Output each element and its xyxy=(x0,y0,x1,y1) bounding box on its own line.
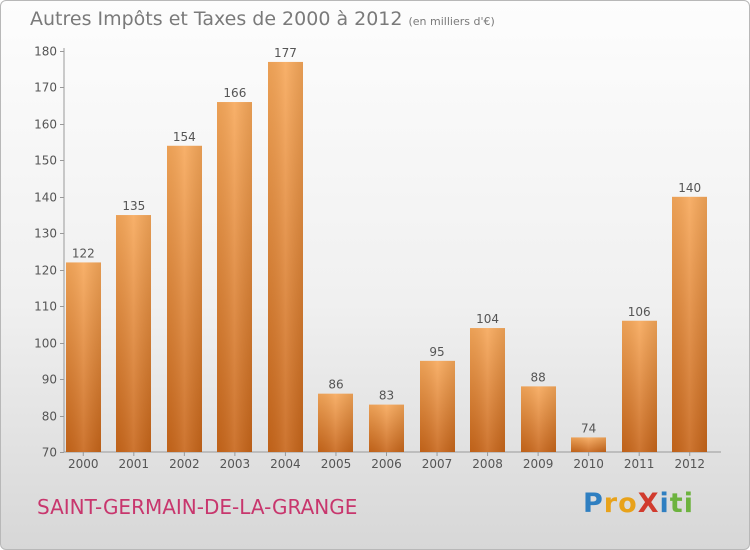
bar-shading xyxy=(217,102,252,452)
brand-logo: ProXiti xyxy=(583,488,694,519)
bar-shading xyxy=(167,145,202,453)
x-tick-label: 2012 xyxy=(674,457,705,471)
brand-letter: i xyxy=(659,488,670,519)
bar-value-label: 177 xyxy=(274,46,297,60)
x-tick-label: 2002 xyxy=(169,457,200,471)
x-tick-label: 2007 xyxy=(422,457,453,471)
bar-value-label: 104 xyxy=(476,312,499,326)
bar-shading xyxy=(470,328,505,452)
bar-value-label: 140 xyxy=(678,181,701,195)
y-tick-label: 100 xyxy=(34,337,57,351)
y-tick-label: 170 xyxy=(34,81,57,95)
x-tick-label: 2006 xyxy=(371,457,402,471)
brand-letter: X xyxy=(637,488,660,519)
y-tick-label: 70 xyxy=(42,446,57,460)
y-tick-label: 110 xyxy=(34,300,57,314)
chart-bars xyxy=(66,61,707,453)
chart-unit: (en milliers d'€) xyxy=(408,15,495,28)
bar-shading xyxy=(318,393,353,452)
bar-shading xyxy=(521,386,556,452)
brand-letter: o xyxy=(618,488,638,519)
y-tick-label: 160 xyxy=(34,118,57,132)
bar-value-label: 135 xyxy=(122,199,145,213)
brand-letter: r xyxy=(603,488,619,519)
chart-labels: 122 2000 135 2001 154 2002 166 2003 177 2004 86 200… xyxy=(68,46,705,471)
brand-letter: i xyxy=(683,488,694,519)
bar-shading xyxy=(66,262,101,452)
bar-value-label: 154 xyxy=(173,130,196,144)
x-tick-label: 2010 xyxy=(573,457,604,471)
y-tick-label: 90 xyxy=(42,373,57,387)
place-name: SAINT-GERMAIN-DE-LA-GRANGE xyxy=(37,495,358,519)
x-tick-label: 2011 xyxy=(624,457,655,471)
bar-value-label: 166 xyxy=(223,86,246,100)
brand-letter: P xyxy=(583,488,604,519)
x-tick-label: 2005 xyxy=(321,457,352,471)
y-tick-label: 180 xyxy=(34,45,57,59)
bar-shading xyxy=(116,215,151,452)
bar-shading xyxy=(420,360,455,452)
x-tick-label: 2004 xyxy=(270,457,301,471)
x-tick-label: 2000 xyxy=(68,457,99,471)
bar-shading xyxy=(622,320,657,452)
bar-shading xyxy=(571,437,606,452)
x-tick-label: 2003 xyxy=(220,457,251,471)
bar-shading xyxy=(369,404,404,452)
y-tick-label: 150 xyxy=(34,154,57,168)
bar-shading xyxy=(672,196,707,452)
bar-shading xyxy=(268,61,303,452)
y-tick-label: 80 xyxy=(42,410,57,424)
y-tick-label: 120 xyxy=(34,264,57,278)
bar-value-label: 74 xyxy=(581,421,596,435)
bar-value-label: 83 xyxy=(379,389,394,403)
x-tick-label: 2009 xyxy=(523,457,554,471)
bar-value-label: 122 xyxy=(72,246,95,260)
chart-title: Autres Impôts et Taxes de 2000 à 2012 (en… xyxy=(30,8,495,30)
x-tick-label: 2001 xyxy=(119,457,150,471)
x-tick-label: 2008 xyxy=(472,457,503,471)
bar-value-label: 88 xyxy=(530,370,545,384)
bar-value-label: 95 xyxy=(429,345,444,359)
chart-title-text: Autres Impôts et Taxes de 2000 à 2012 xyxy=(30,8,403,30)
bar-value-label: 106 xyxy=(628,305,651,319)
brand-letter: t xyxy=(669,488,684,519)
y-tick-label: 130 xyxy=(34,227,57,241)
bar-value-label: 86 xyxy=(328,378,343,392)
y-tick-label: 140 xyxy=(34,191,57,205)
